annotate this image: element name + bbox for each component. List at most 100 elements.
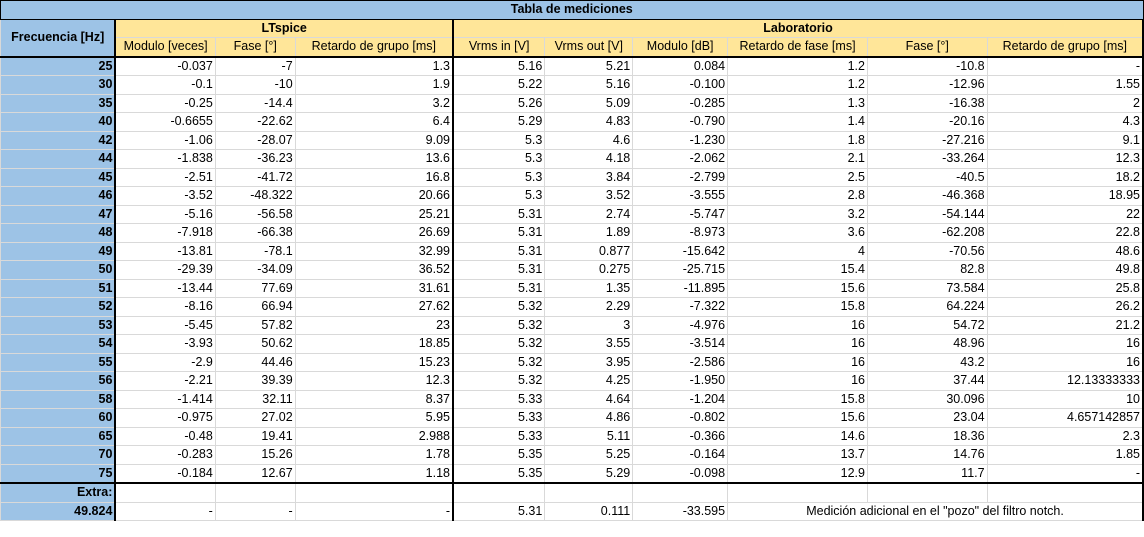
data-cell[interactable]: 16 [727,334,868,354]
data-cell[interactable]: -0.802 [632,408,729,428]
data-cell[interactable]: 5.29 [452,112,546,132]
data-cell[interactable]: 1.78 [294,445,454,465]
frequency-cell[interactable]: 25 [0,56,116,76]
data-cell[interactable]: 4.657142857 [986,408,1144,428]
data-cell[interactable]: 4.18 [544,149,634,169]
data-cell[interactable]: 3.55 [544,334,634,354]
data-cell[interactable]: 3.2 [294,93,454,113]
frequency-cell[interactable]: 55 [0,352,116,372]
data-cell[interactable]: -1.204 [632,389,729,409]
extra-data-cell[interactable]: 5.31 [452,501,546,521]
data-cell[interactable]: 2.988 [294,426,454,446]
frequency-cell[interactable]: 44 [0,149,116,169]
data-cell[interactable]: 49.8 [986,260,1144,280]
data-cell[interactable]: 66.94 [214,297,296,317]
data-cell[interactable]: -0.184 [114,463,216,484]
data-cell[interactable]: 5.31 [452,278,546,298]
data-cell[interactable]: 32.11 [214,389,296,409]
data-cell[interactable]: 5.31 [452,223,546,243]
data-cell[interactable]: 26.69 [294,223,454,243]
column-header[interactable]: Retardo de grupo [ms] [986,37,1144,58]
data-cell[interactable]: -16.38 [866,93,988,113]
data-cell[interactable]: -14.4 [214,93,296,113]
data-cell[interactable]: -56.58 [214,204,296,224]
data-cell[interactable]: 12.3 [294,371,454,391]
data-cell[interactable]: 15.4 [727,260,868,280]
data-cell[interactable]: 0.275 [544,260,634,280]
data-cell[interactable]: -25.715 [632,260,729,280]
data-cell[interactable]: -0.1 [114,75,216,95]
column-header[interactable]: Fase [°] [214,37,296,58]
empty-cell[interactable] [452,482,546,503]
data-cell[interactable]: 5.16 [544,75,634,95]
data-cell[interactable]: 12.67 [214,463,296,484]
data-cell[interactable]: -0.48 [114,426,216,446]
data-cell[interactable]: - [986,56,1144,76]
column-header[interactable]: Retardo de grupo [ms] [294,37,454,58]
data-cell[interactable]: 16.8 [294,167,454,187]
data-cell[interactable]: -29.39 [114,260,216,280]
column-header[interactable]: Modulo [dB] [632,37,729,58]
extra-data-cell[interactable]: 0.111 [544,501,634,521]
data-cell[interactable]: -0.790 [632,112,729,132]
data-cell[interactable]: 0.877 [544,241,634,261]
data-cell[interactable]: 19.41 [214,426,296,446]
data-cell[interactable]: -2.799 [632,167,729,187]
data-cell[interactable]: -15.642 [632,241,729,261]
data-cell[interactable]: 25.8 [986,278,1144,298]
data-cell[interactable]: -2.586 [632,352,729,372]
data-cell[interactable]: -8.16 [114,297,216,317]
data-cell[interactable]: 5.33 [452,408,546,428]
data-cell[interactable]: -0.6655 [114,112,216,132]
data-cell[interactable]: 3.84 [544,167,634,187]
data-cell[interactable]: -10.8 [866,56,988,76]
extra-data-cell[interactable]: - [294,501,454,521]
data-cell[interactable]: -3.555 [632,186,729,206]
data-cell[interactable]: 20.66 [294,186,454,206]
frequency-cell[interactable]: 65 [0,426,116,446]
data-cell[interactable]: -7.322 [632,297,729,317]
data-cell[interactable]: 6.4 [294,112,454,132]
empty-cell[interactable] [632,482,729,503]
data-cell[interactable]: -1.950 [632,371,729,391]
data-cell[interactable]: 5.32 [452,352,546,372]
data-cell[interactable]: 2.5 [727,167,868,187]
data-cell[interactable]: 5.09 [544,93,634,113]
empty-cell[interactable] [727,482,868,503]
data-cell[interactable]: 1.35 [544,278,634,298]
data-cell[interactable]: -0.098 [632,463,729,484]
frequency-cell[interactable]: 51 [0,278,116,298]
data-cell[interactable]: 26.2 [986,297,1144,317]
data-cell[interactable]: 15.6 [727,408,868,428]
data-cell[interactable]: 57.82 [214,315,296,335]
data-cell[interactable]: 5.16 [452,56,546,76]
data-cell[interactable]: 15.6 [727,278,868,298]
data-cell[interactable]: -3.514 [632,334,729,354]
data-cell[interactable]: 14.6 [727,426,868,446]
data-cell[interactable]: 50.62 [214,334,296,354]
data-cell[interactable]: 2.8 [727,186,868,206]
empty-cell[interactable] [214,482,296,503]
data-cell[interactable]: -12.96 [866,75,988,95]
data-cell[interactable]: 22 [986,204,1144,224]
data-cell[interactable]: 1.18 [294,463,454,484]
data-cell[interactable]: 4.25 [544,371,634,391]
data-cell[interactable]: 48.96 [866,334,988,354]
data-cell[interactable]: 5.32 [452,334,546,354]
data-cell[interactable]: 22.8 [986,223,1144,243]
data-cell[interactable]: -13.81 [114,241,216,261]
data-cell[interactable]: 1.85 [986,445,1144,465]
data-cell[interactable]: -0.037 [114,56,216,76]
data-cell[interactable]: -0.100 [632,75,729,95]
data-cell[interactable]: -3.52 [114,186,216,206]
data-cell[interactable]: 5.31 [452,260,546,280]
data-cell[interactable]: -1.06 [114,130,216,150]
data-cell[interactable]: 5.11 [544,426,634,446]
data-cell[interactable]: 2.1 [727,149,868,169]
data-cell[interactable]: 21.2 [986,315,1144,335]
data-cell[interactable]: 3.52 [544,186,634,206]
data-cell[interactable]: 30.096 [866,389,988,409]
data-cell[interactable]: 2.3 [986,426,1144,446]
data-cell[interactable]: -1.838 [114,149,216,169]
data-cell[interactable]: -0.975 [114,408,216,428]
